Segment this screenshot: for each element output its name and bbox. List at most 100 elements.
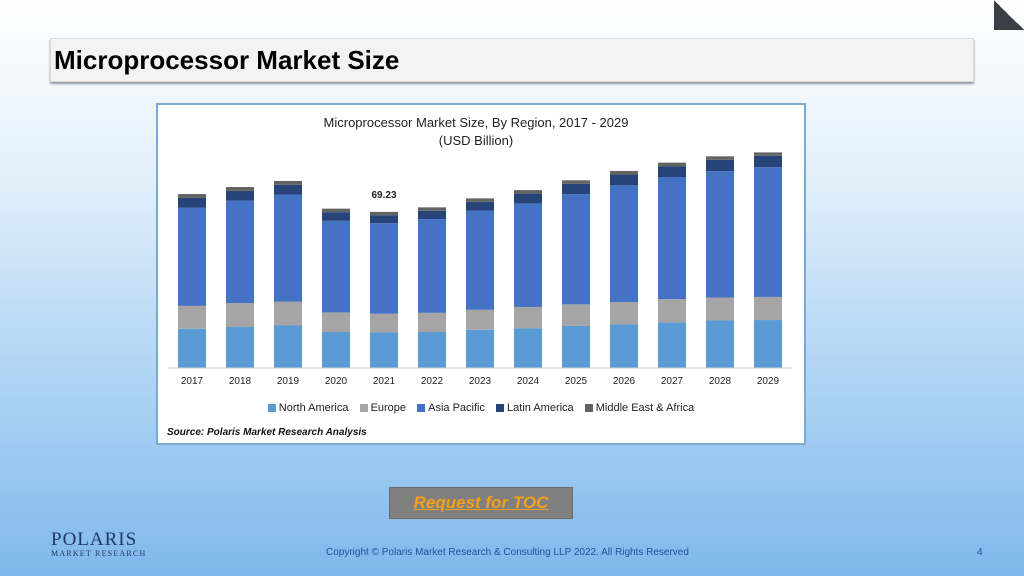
chart-source: Source: Polaris Market Research Analysis: [167, 427, 367, 438]
bar-2017-middle-east-africa: [178, 194, 206, 198]
x-tick-label: 2026: [613, 376, 636, 387]
x-tick-label: 2025: [565, 376, 588, 387]
bar-2019-latin-america: [274, 184, 302, 195]
x-tick-label: 2019: [277, 376, 300, 387]
bar-2017-europe: [178, 305, 206, 329]
bar-2019-asia-pacific: [274, 194, 302, 302]
bar-2026-latin-america: [610, 174, 638, 186]
bar-2021-middle-east-africa: [370, 211, 398, 216]
page-number: 4: [977, 547, 983, 558]
x-tick-label: 2029: [757, 376, 780, 387]
chart-container: Microprocessor Market Size, By Region, 2…: [156, 103, 806, 445]
legend-item-europe: Europe: [359, 402, 407, 414]
legend-swatch: [267, 404, 276, 413]
chart-subtitle: (USD Billion): [439, 133, 513, 148]
page-title: Microprocessor Market Size: [54, 45, 400, 75]
bar-2021-europe: [370, 313, 398, 333]
request-toc-button[interactable]: Request for TOC: [389, 487, 573, 519]
bar-2022-north-america: [418, 332, 446, 368]
x-tick-label: 2020: [325, 376, 348, 387]
bar-2021-asia-pacific: [370, 223, 398, 314]
bar-2020-asia-pacific: [322, 220, 350, 313]
legend-item-asia-pacific: Asia Pacific: [417, 402, 485, 414]
legend-label: Europe: [370, 402, 407, 414]
bar-2028-latin-america: [706, 159, 734, 172]
x-ticks-group: 2017 2018 2019 2020 2021 2022 2023 2024 2025 2026…: [181, 376, 780, 387]
bar-2028-europe: [706, 297, 734, 321]
legend-label: Middle East & Africa: [595, 402, 695, 414]
bar-2021-latin-america: [370, 215, 398, 224]
legend-swatch: [584, 404, 593, 413]
bar-2028-middle-east-africa: [706, 156, 734, 160]
chart-title: Microprocessor Market Size, By Region, 2…: [324, 115, 629, 130]
x-tick-label: 2027: [661, 376, 684, 387]
bar-2024-asia-pacific: [514, 203, 542, 307]
copyright-text: Copyright © Polaris Market Research & Co…: [326, 547, 689, 558]
bar-2022-latin-america: [418, 210, 446, 220]
bar-2026-middle-east-africa: [610, 170, 638, 175]
bar-2028-asia-pacific: [706, 171, 734, 298]
chart-legend: North America Europe Asia Pacific Latin …: [158, 402, 804, 414]
bar-2023-north-america: [466, 329, 494, 368]
bar-2017-latin-america: [178, 197, 206, 208]
x-tick-label: 2023: [469, 376, 492, 387]
bar-2029-middle-east-africa: [754, 152, 782, 156]
x-tick-label: 2024: [517, 376, 540, 387]
x-tick-label: 2017: [181, 376, 204, 387]
bar-2025-middle-east-africa: [562, 180, 590, 184]
bar-2020-europe: [322, 312, 350, 333]
bar-2023-latin-america: [466, 201, 494, 211]
logo-main-text: POLARIS: [51, 529, 138, 550]
bar-2018-north-america: [226, 327, 254, 368]
title-bar: Microprocessor Market Size: [50, 38, 974, 82]
bar-2021-north-america: [370, 332, 398, 368]
bar-2020-middle-east-africa: [322, 208, 350, 213]
bar-2024-latin-america: [514, 193, 542, 204]
bar-2018-asia-pacific: [226, 200, 254, 304]
bars-group: [178, 152, 782, 368]
bar-2027-europe: [658, 299, 686, 323]
bar-2027-latin-america: [658, 166, 686, 178]
bar-2027-asia-pacific: [658, 177, 686, 300]
bar-2019-europe: [274, 301, 302, 326]
bar-2020-latin-america: [322, 212, 350, 221]
legend-item-latin-america: Latin America: [496, 402, 574, 414]
legend-swatch: [496, 404, 505, 413]
bar-2022-europe: [418, 312, 446, 333]
bar-2018-latin-america: [226, 190, 254, 201]
bar-2017-asia-pacific: [178, 207, 206, 306]
stacked-bar-chart: Microprocessor Market Size, By Region, 2…: [168, 115, 792, 387]
legend-item-mea: Middle East & Africa: [584, 402, 695, 414]
bar-2025-europe: [562, 304, 590, 326]
bar-2023-middle-east-africa: [466, 198, 494, 202]
bar-2019-middle-east-africa: [274, 180, 302, 185]
bar-2018-middle-east-africa: [226, 187, 254, 191]
polaris-logo: POLARIS MARKET RESEARCH: [51, 530, 146, 558]
bar-2017-north-america: [178, 328, 206, 368]
legend-item-north-america: North America: [267, 402, 349, 414]
bar-2028-north-america: [706, 320, 734, 368]
logo-sub-text: MARKET RESEARCH: [51, 549, 147, 558]
corner-decoration: [994, 0, 1024, 30]
bar-2023-asia-pacific: [466, 210, 494, 310]
legend-label: Latin America: [507, 402, 574, 414]
bar-2029-asia-pacific: [754, 167, 782, 297]
bar-2018-europe: [226, 303, 254, 328]
x-tick-label: 2028: [709, 376, 732, 387]
bar-2025-asia-pacific: [562, 194, 590, 305]
bar-2029-north-america: [754, 320, 782, 368]
bar-2022-middle-east-africa: [418, 207, 446, 211]
bar-2026-asia-pacific: [610, 185, 638, 302]
legend-label: North America: [278, 402, 349, 414]
bar-2025-north-america: [562, 325, 590, 368]
x-tick-label: 2022: [421, 376, 444, 387]
data-label-2021: 69.23: [371, 190, 396, 201]
bar-2026-north-america: [610, 324, 638, 368]
bar-2027-north-america: [658, 322, 686, 368]
bar-2026-europe: [610, 301, 638, 325]
bar-2025-latin-america: [562, 183, 590, 195]
bar-2023-europe: [466, 309, 494, 330]
bar-2029-europe: [754, 296, 782, 321]
x-tick-label: 2021: [373, 376, 396, 387]
legend-swatch: [359, 404, 368, 413]
